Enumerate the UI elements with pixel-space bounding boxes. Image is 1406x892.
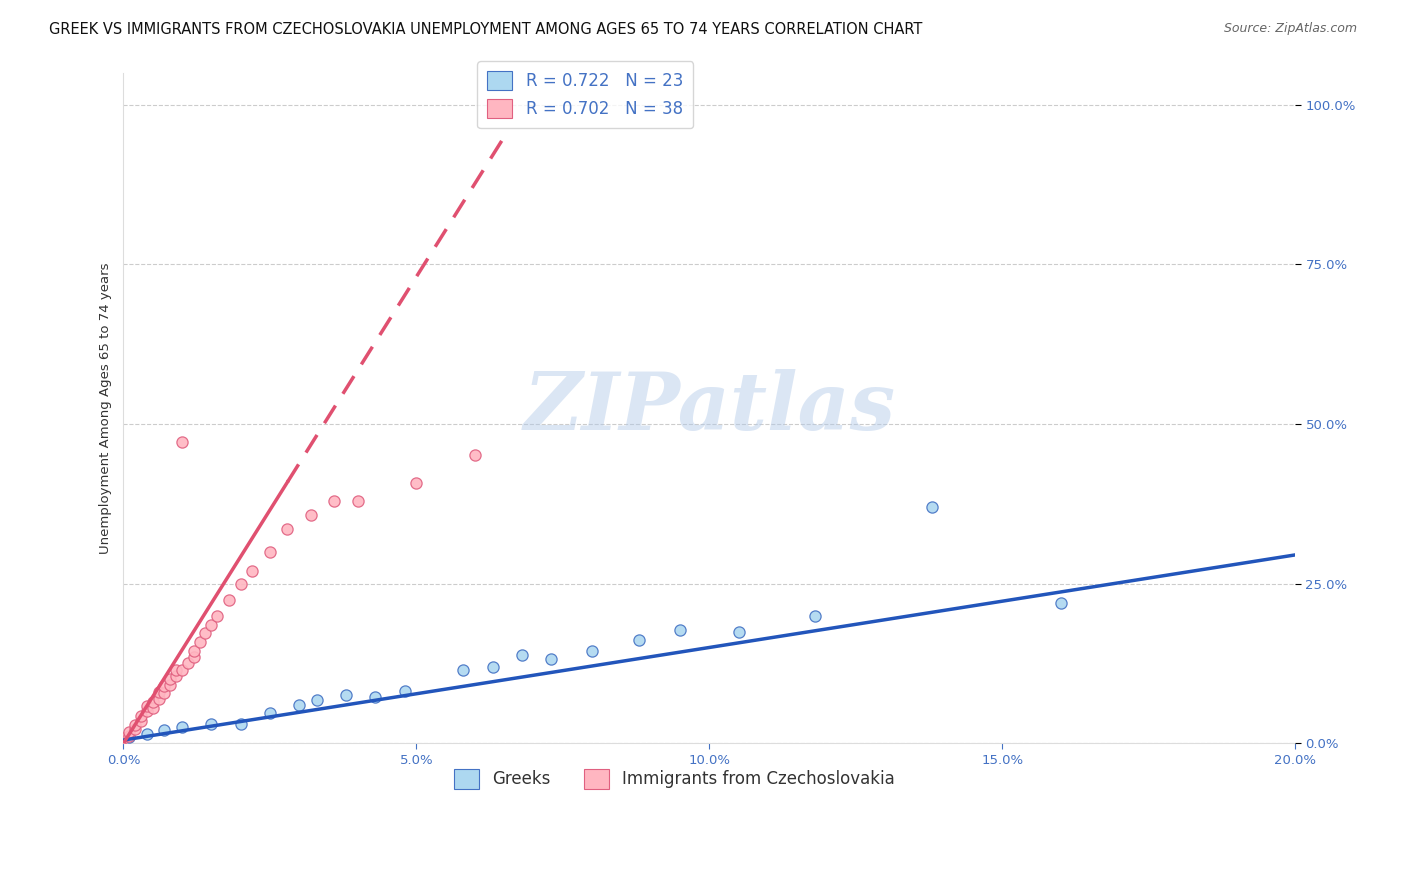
Point	[259, 706, 281, 720]
Point	[240, 564, 263, 578]
Point	[194, 626, 217, 640]
Point	[229, 717, 252, 731]
Point	[346, 493, 368, 508]
Point	[165, 663, 187, 677]
Point	[276, 522, 298, 536]
Y-axis label: Unemployment Among Ages 65 to 74 years: Unemployment Among Ages 65 to 74 years	[100, 262, 112, 554]
Point	[581, 643, 603, 657]
Point	[451, 663, 474, 677]
Point	[135, 704, 157, 718]
Point	[188, 635, 211, 649]
Point	[481, 659, 503, 673]
Point	[464, 448, 486, 462]
Point	[135, 726, 157, 740]
Point	[148, 691, 170, 706]
Point	[218, 592, 240, 607]
Point	[627, 632, 650, 647]
Point	[299, 508, 322, 522]
Text: GREEK VS IMMIGRANTS FROM CZECHOSLOVAKIA UNEMPLOYMENT AMONG AGES 65 TO 74 YEARS C: GREEK VS IMMIGRANTS FROM CZECHOSLOVAKIA …	[49, 22, 922, 37]
Point	[394, 684, 416, 698]
Point	[142, 701, 165, 715]
Point	[153, 686, 176, 700]
Point	[142, 695, 165, 709]
Point	[170, 720, 193, 734]
Point	[229, 576, 252, 591]
Text: ZIPatlas: ZIPatlas	[523, 369, 896, 447]
Point	[335, 689, 357, 703]
Point	[669, 623, 692, 637]
Legend: Greeks, Immigrants from Czechoslovakia: Greeks, Immigrants from Czechoslovakia	[447, 763, 901, 796]
Point	[118, 724, 141, 739]
Point	[323, 493, 346, 508]
Point	[112, 731, 135, 746]
Point	[124, 722, 146, 736]
Point	[364, 690, 387, 705]
Point	[183, 650, 205, 665]
Point	[177, 657, 200, 671]
Point	[200, 618, 222, 632]
Point	[148, 685, 170, 699]
Point	[921, 500, 943, 514]
Point	[510, 648, 533, 662]
Point	[288, 698, 311, 712]
Text: Source: ZipAtlas.com: Source: ZipAtlas.com	[1223, 22, 1357, 36]
Point	[170, 434, 193, 449]
Point	[727, 624, 749, 639]
Point	[1049, 596, 1071, 610]
Point	[129, 709, 152, 723]
Point	[540, 652, 562, 666]
Point	[118, 730, 141, 744]
Point	[305, 693, 328, 707]
Point	[159, 673, 181, 687]
Point	[118, 729, 141, 743]
Point	[205, 608, 228, 623]
Point	[183, 643, 205, 657]
Point	[200, 717, 222, 731]
Point	[405, 475, 427, 490]
Point	[159, 677, 181, 691]
Point	[153, 679, 176, 693]
Point	[803, 608, 825, 623]
Point	[129, 714, 152, 728]
Point	[165, 669, 187, 683]
Point	[124, 718, 146, 732]
Point	[153, 723, 176, 738]
Point	[170, 663, 193, 677]
Point	[259, 545, 281, 559]
Point	[135, 699, 157, 714]
